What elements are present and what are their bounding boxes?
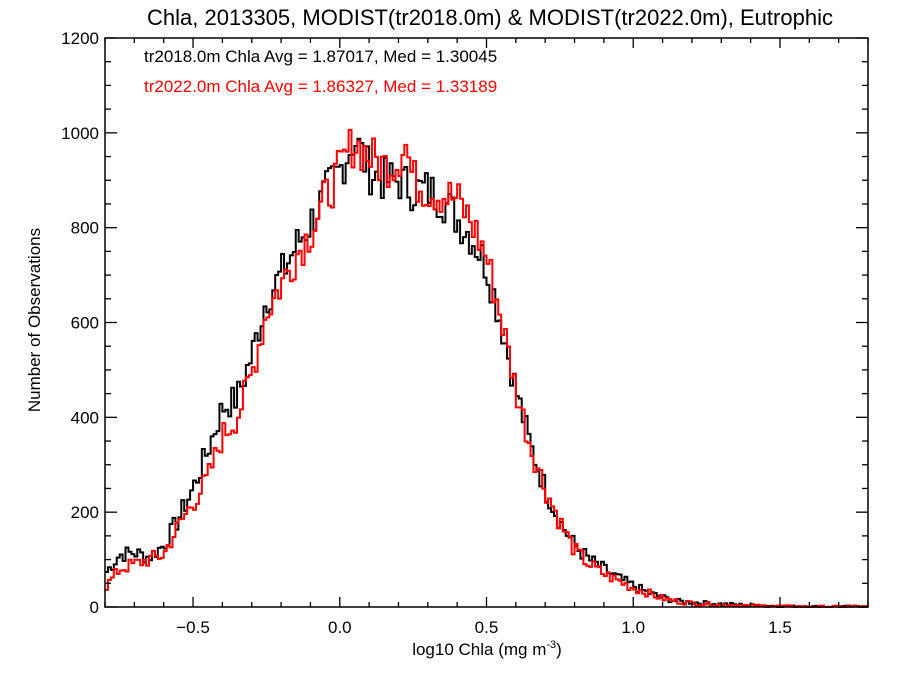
chart-title: Chla, 2013305, MODIST(tr2018.0m) & MODIS… — [147, 5, 833, 30]
x-tick-label: 0.0 — [328, 618, 352, 637]
y-tick-label: 600 — [71, 314, 99, 333]
y-tick-label: 800 — [71, 219, 99, 238]
x-axis-label-superscript: -3 — [546, 639, 556, 651]
x-tick-label: 1.5 — [768, 618, 792, 637]
x-axis-label-main: log10 Chla (mg m — [412, 640, 546, 659]
series-layer — [105, 128, 868, 608]
x-tick-labels: −0.5 0.0 0.5 1.0 1.5 — [176, 618, 792, 637]
x-tick-label: −0.5 — [176, 618, 210, 637]
x-axis-label: log10 Chla (mg m-3) — [412, 639, 562, 659]
ticks-layer — [104, 37, 869, 608]
x-tick-label: 1.0 — [621, 618, 645, 637]
y-tick-labels: 0 200 400 600 800 1000 1200 — [61, 29, 99, 617]
series-line-tr2018 — [105, 137, 868, 608]
y-tick-label: 0 — [90, 598, 99, 617]
legend-entry-tr2022: tr2022.0m Chla Avg = 1.86327, Med = 1.33… — [144, 77, 497, 96]
y-tick-label: 1200 — [61, 29, 99, 48]
x-axis-label-close: ) — [556, 640, 562, 659]
plot-frame — [104, 37, 869, 608]
legend: tr2018.0m Chla Avg = 1.87017, Med = 1.30… — [144, 47, 497, 96]
legend-entry-tr2018: tr2018.0m Chla Avg = 1.87017, Med = 1.30… — [144, 47, 497, 66]
y-axis-label: Number of Observations — [25, 228, 44, 412]
x-tick-label: 0.5 — [475, 618, 499, 637]
y-tick-label: 1000 — [61, 124, 99, 143]
series-line-tr2022 — [105, 128, 868, 608]
y-tick-label: 400 — [71, 408, 99, 427]
y-tick-label: 200 — [71, 503, 99, 522]
